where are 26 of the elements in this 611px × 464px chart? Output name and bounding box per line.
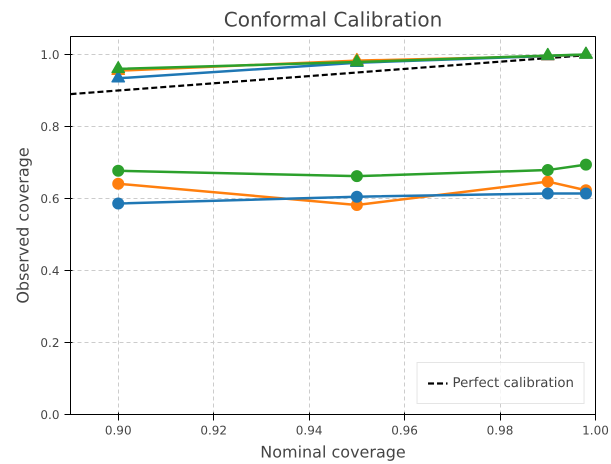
point bbox=[112, 178, 124, 190]
point bbox=[350, 170, 363, 182]
point bbox=[112, 164, 124, 177]
y-axis-title: Observed coverage bbox=[13, 147, 32, 304]
x-tick-label: 0.90 bbox=[104, 424, 132, 438]
x-tick-label: 0.92 bbox=[200, 424, 228, 438]
y-tick-label: 0.0 bbox=[40, 408, 60, 422]
y-tick-label: 0.2 bbox=[40, 336, 60, 350]
x-axis-title: Nominal coverage bbox=[260, 442, 406, 462]
chart-title: Conformal Calibration bbox=[224, 8, 442, 32]
point bbox=[580, 187, 592, 200]
legend-label: Perfect calibration bbox=[452, 376, 574, 390]
point bbox=[580, 158, 592, 171]
point bbox=[350, 190, 363, 203]
y-tick-label: 0.8 bbox=[40, 120, 60, 134]
x-tick-label: 0.96 bbox=[391, 424, 418, 438]
y-tick-label: 1.0 bbox=[40, 48, 60, 62]
y-tick-label: 0.4 bbox=[40, 264, 60, 278]
point bbox=[542, 164, 554, 176]
x-tick-label: 0.98 bbox=[486, 424, 514, 438]
point bbox=[112, 198, 124, 210]
x-tick-label: 0.94 bbox=[296, 424, 322, 438]
point bbox=[542, 176, 554, 188]
y-tick-label: 0.6 bbox=[40, 192, 60, 206]
point bbox=[542, 187, 554, 200]
x-tick-label: 1.00 bbox=[582, 424, 609, 438]
